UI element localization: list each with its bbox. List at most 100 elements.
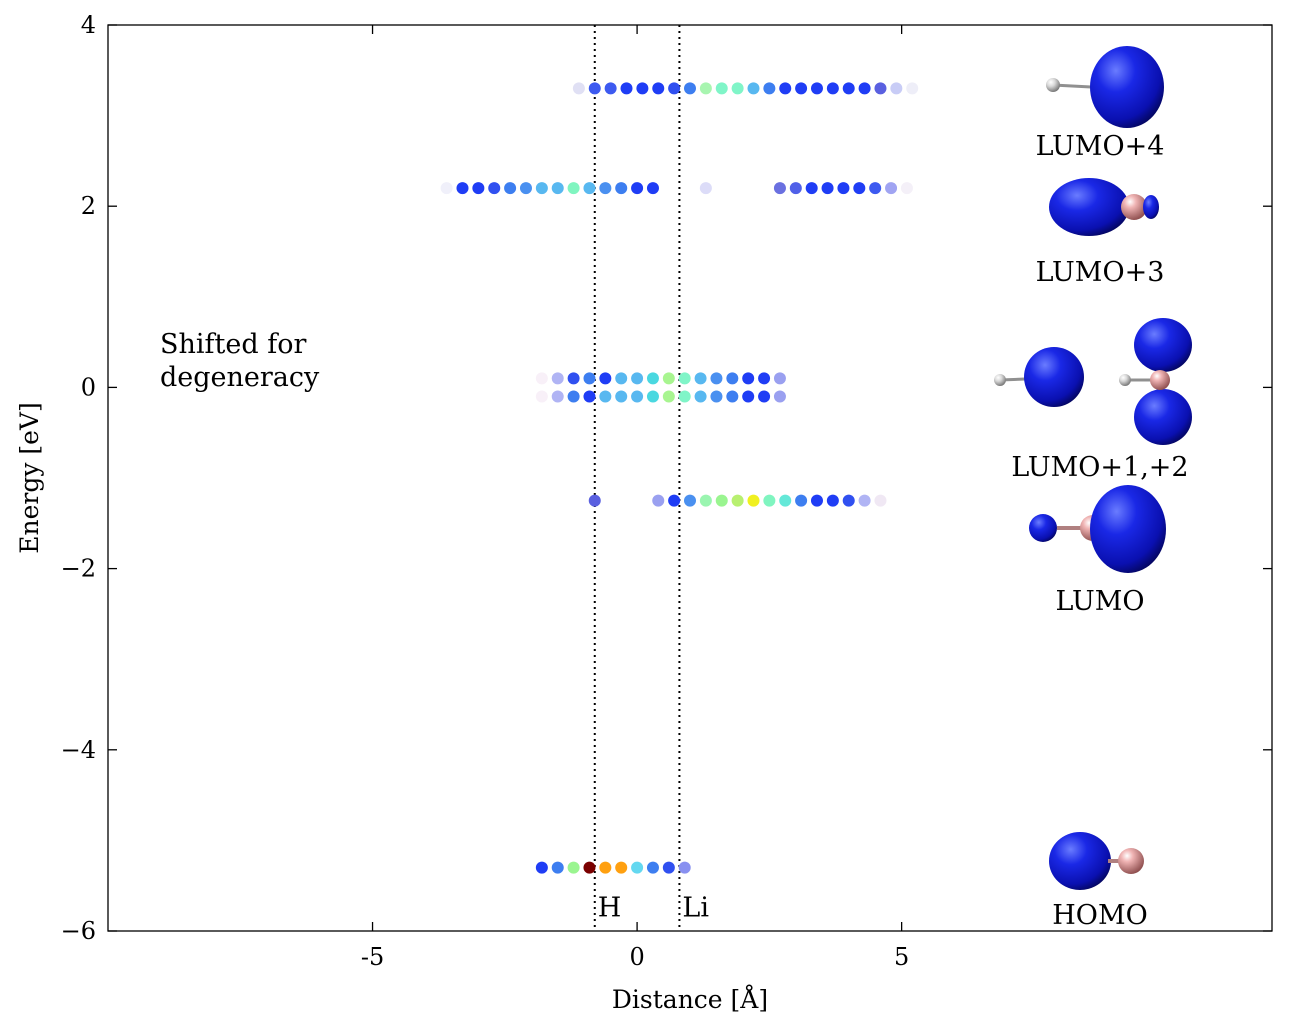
- orbital-image-homo: [1049, 832, 1144, 890]
- point-lumop4: [684, 82, 696, 95]
- x-axis-title: Distance [Å]: [612, 984, 768, 1014]
- point-lumop3: [615, 182, 628, 195]
- point-homo: [615, 861, 628, 874]
- point-homo: [678, 861, 691, 874]
- point-lumo: [779, 494, 792, 507]
- point-lumop3: [885, 182, 898, 195]
- point-lumop4: [747, 82, 760, 95]
- point-lumop3: [472, 182, 485, 195]
- point-lumop4: [715, 82, 728, 95]
- point-lumop4: [779, 82, 792, 95]
- point-lumo: [588, 494, 601, 507]
- point-lumop4: [588, 82, 601, 95]
- label-homo: HOMO: [1052, 900, 1147, 931]
- point-lumop2: [726, 390, 739, 403]
- point-lumo: [810, 494, 823, 507]
- point-lumop1: [583, 372, 596, 385]
- degeneracy-annotation-line-2: degeneracy: [160, 362, 320, 393]
- point-lumop3: [837, 182, 850, 195]
- point-lumo: [763, 494, 776, 507]
- y-tick-label: −6: [61, 917, 96, 945]
- point-homo: [583, 861, 596, 874]
- point-lumop1: [710, 372, 723, 385]
- point-lumop1: [567, 372, 580, 385]
- plot-frame: [107, 24, 1273, 932]
- point-lumop1: [646, 372, 659, 385]
- point-lumop2: [694, 390, 707, 403]
- atom-label-li: Li: [682, 892, 709, 923]
- point-lumop4: [810, 82, 823, 95]
- y-tick-label: 2: [81, 192, 96, 220]
- point-lumop4: [906, 82, 919, 95]
- point-homo: [662, 861, 675, 874]
- degeneracy-annotation-line-1: Shifted for: [160, 329, 306, 360]
- point-lumo: [874, 494, 887, 507]
- point-lumop1: [726, 372, 739, 385]
- point-lumop1: [551, 372, 564, 385]
- point-lumop2: [551, 390, 564, 403]
- point-lumop2: [758, 390, 771, 403]
- point-lumop3: [567, 182, 580, 195]
- x-tick-label: -5: [361, 943, 384, 971]
- point-homo: [551, 861, 564, 874]
- point-lumop4: [858, 82, 871, 95]
- orbital-image-lumo3: [1049, 178, 1159, 236]
- y-tick-label: −4: [61, 736, 96, 764]
- point-lumop3: [773, 182, 786, 195]
- point-lumop1: [535, 372, 548, 385]
- point-lumop4: [731, 82, 744, 95]
- axis-ticks: -5 0 5 4 2 0 −2 −4 −6: [61, 11, 1272, 971]
- point-homo: [646, 861, 659, 874]
- label-lumo3: LUMO+3: [1036, 257, 1165, 288]
- point-lumop1: [678, 372, 691, 385]
- point-lumo: [858, 494, 871, 507]
- point-lumop4: [699, 82, 712, 95]
- point-lumop4: [826, 82, 839, 95]
- point-lumop1: [662, 372, 675, 385]
- point-lumop1: [742, 372, 755, 385]
- y-tick-label: −2: [61, 555, 96, 583]
- point-lumop4: [652, 82, 665, 95]
- point-lumop4: [874, 82, 887, 95]
- point-lumo: [731, 494, 744, 507]
- point-lumop1: [773, 372, 786, 385]
- point-lumop2: [631, 390, 644, 403]
- point-lumop2: [742, 390, 755, 403]
- point-lumop1: [631, 372, 644, 385]
- x-tick-label: 5: [894, 943, 909, 971]
- point-lumop3: [519, 182, 532, 195]
- point-lumop3: [821, 182, 834, 195]
- orbital-image-lumo4: [1046, 46, 1164, 128]
- point-lumop3: [805, 182, 818, 195]
- point-lumop1: [694, 372, 707, 385]
- label-lumo12: LUMO+1,+2: [1011, 452, 1188, 483]
- point-lumop2: [662, 390, 675, 403]
- point-lumop2: [678, 390, 691, 403]
- point-lumo: [826, 494, 839, 507]
- point-lumop4: [795, 82, 808, 95]
- point-lumop2: [599, 390, 612, 403]
- orbital-image-lumo1: [994, 347, 1084, 407]
- point-lumo: [668, 494, 681, 507]
- point-lumo: [747, 494, 760, 507]
- point-lumop3: [631, 182, 644, 195]
- point-lumo: [699, 494, 712, 507]
- point-lumop3: [646, 182, 659, 195]
- point-lumop4: [763, 82, 776, 95]
- orbital-image-lumo: [1029, 485, 1166, 573]
- point-lumop4: [620, 82, 633, 95]
- point-lumop3: [504, 182, 517, 195]
- y-tick-label: 0: [81, 373, 96, 401]
- point-lumop4: [604, 82, 617, 95]
- data-points: [440, 82, 919, 874]
- point-lumop4: [842, 82, 855, 95]
- point-lumop4: [572, 82, 585, 95]
- point-lumop3: [853, 182, 866, 195]
- point-lumop3: [456, 182, 469, 195]
- point-lumo: [842, 494, 855, 507]
- point-lumop3: [551, 182, 564, 195]
- point-lumop3: [488, 182, 501, 195]
- point-homo: [567, 861, 580, 874]
- point-lumop4: [890, 82, 903, 95]
